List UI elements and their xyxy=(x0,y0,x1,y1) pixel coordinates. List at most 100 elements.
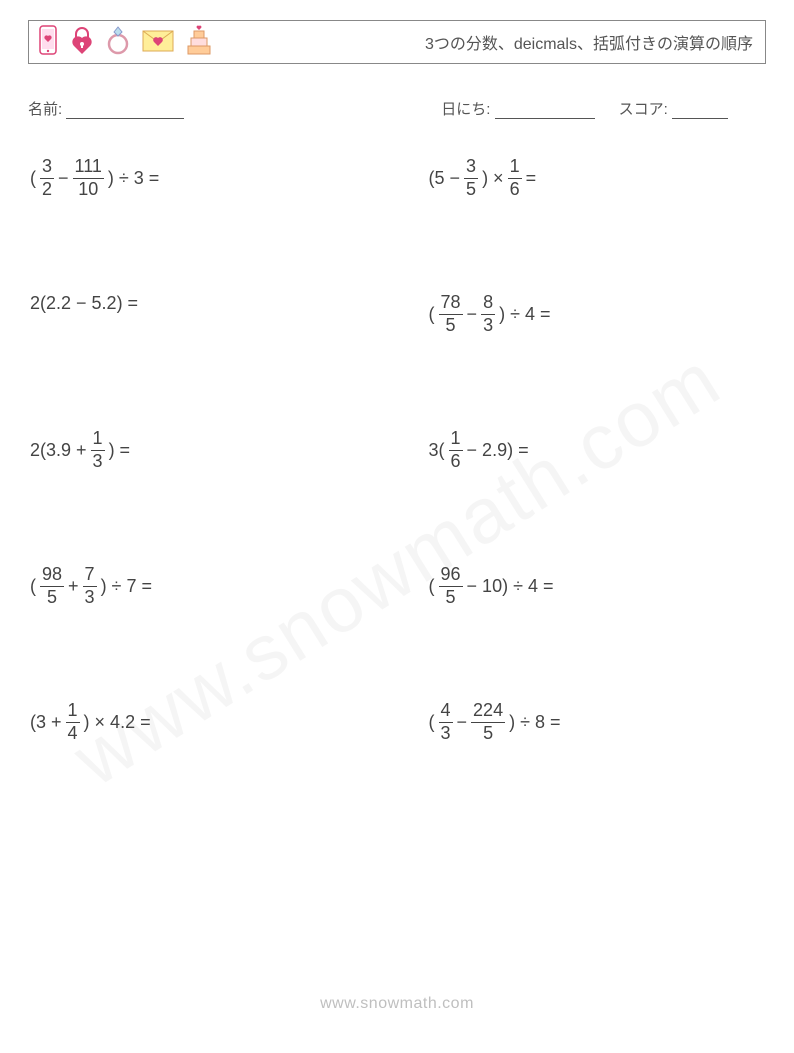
fraction: 43 xyxy=(439,701,453,744)
expr-text: − xyxy=(56,168,71,189)
date-blank[interactable] xyxy=(495,104,595,119)
problem-cell: 2(2.2 − 5.2) = xyxy=(28,293,427,314)
problem-cell: (985 + 73) ÷ 7 = xyxy=(28,565,427,608)
envelope-heart-icon xyxy=(141,24,175,61)
expression: 2(3.9 + 13) = xyxy=(28,429,132,472)
expr-text: 2(3.9 + xyxy=(28,440,89,461)
problem-cell: (965 − 10) ÷ 4 = xyxy=(427,565,766,608)
expr-text: ( xyxy=(28,168,38,189)
meta-row: 名前: 日にち: スコア: xyxy=(28,98,766,119)
fraction-denominator: 3 xyxy=(91,452,105,472)
expr-text: ) = xyxy=(107,440,133,461)
expr-text: ) × xyxy=(480,168,506,189)
header-icons xyxy=(37,24,213,61)
fraction: 14 xyxy=(66,701,80,744)
ring-icon xyxy=(105,24,131,61)
fraction-denominator: 2 xyxy=(40,180,54,200)
name-label: 名前: xyxy=(28,101,62,118)
fraction-denominator: 4 xyxy=(66,724,80,744)
fraction-numerator: 1 xyxy=(508,157,522,177)
fraction: 16 xyxy=(508,157,522,200)
name-field: 名前: xyxy=(28,98,441,119)
worksheet-title: 3つの分数、deicmals、括弧付きの演算の順序 xyxy=(213,30,757,54)
fraction-denominator: 5 xyxy=(444,588,458,608)
expression: (785 − 83) ÷ 4 = xyxy=(427,293,553,336)
problem-row: (985 + 73) ÷ 7 =(965 − 10) ÷ 4 = xyxy=(28,551,766,687)
fraction: 32 xyxy=(40,157,54,200)
fraction-denominator: 5 xyxy=(481,724,495,744)
fraction: 785 xyxy=(439,293,463,336)
header: 3つの分数、deicmals、括弧付きの演算の順序 xyxy=(28,20,766,64)
fraction: 73 xyxy=(83,565,97,608)
expr-text: = xyxy=(524,168,539,189)
date-field: 日にち: xyxy=(441,98,594,119)
problem-cell: (5 − 35) × 16 = xyxy=(427,157,766,200)
expr-text: ) ÷ 4 = xyxy=(497,304,552,325)
expr-text: − 2.9) = xyxy=(465,440,531,461)
fraction-denominator: 10 xyxy=(76,180,100,200)
expr-text: ) × 4.2 = xyxy=(82,712,153,733)
expr-text: + xyxy=(66,576,81,597)
problems-grid: (32 − 11110) ÷ 3 =(5 − 35) × 16 =2(2.2 −… xyxy=(28,143,766,823)
expression: (985 + 73) ÷ 7 = xyxy=(28,565,154,608)
problem-cell: 2(3.9 + 13) = xyxy=(28,429,427,472)
expr-text: (5 − xyxy=(427,168,463,189)
expr-text: 2(2.2 − 5.2) = xyxy=(28,293,140,314)
expr-text: − 10) ÷ 4 = xyxy=(465,576,556,597)
problem-row: 2(2.2 − 5.2) =(785 − 83) ÷ 4 = xyxy=(28,279,766,415)
fraction-numerator: 4 xyxy=(439,701,453,721)
fraction-numerator: 3 xyxy=(464,157,478,177)
expr-text: ( xyxy=(427,576,437,597)
problem-cell: 3(16 − 2.9) = xyxy=(427,429,766,472)
expr-text: ( xyxy=(427,712,437,733)
problem-cell: (43 − 2245) ÷ 8 = xyxy=(427,701,766,744)
problem-row: (32 − 11110) ÷ 3 =(5 − 35) × 16 = xyxy=(28,143,766,279)
date-label: 日にち: xyxy=(441,101,490,118)
expression: (965 − 10) ÷ 4 = xyxy=(427,565,556,608)
problem-row: (3 + 14) × 4.2 =(43 − 2245) ÷ 8 = xyxy=(28,687,766,823)
expr-text: ( xyxy=(427,304,437,325)
expression: (43 − 2245) ÷ 8 = xyxy=(427,701,563,744)
cake-heart-icon xyxy=(185,24,213,61)
fraction: 2245 xyxy=(471,701,505,744)
score-label: スコア: xyxy=(619,101,668,118)
fraction-numerator: 111 xyxy=(73,157,104,177)
fraction-denominator: 5 xyxy=(464,180,478,200)
expression: (5 − 35) × 16 = xyxy=(427,157,539,200)
fraction: 13 xyxy=(91,429,105,472)
fraction-numerator: 3 xyxy=(40,157,54,177)
fraction: 35 xyxy=(464,157,478,200)
expression: (3 + 14) × 4.2 = xyxy=(28,701,153,744)
fraction-numerator: 1 xyxy=(91,429,105,449)
score-blank[interactable] xyxy=(672,104,728,119)
fraction-denominator: 5 xyxy=(45,588,59,608)
fraction: 16 xyxy=(449,429,463,472)
expr-text: ( xyxy=(28,576,38,597)
fraction-numerator: 96 xyxy=(439,565,463,585)
problem-cell: (785 − 83) ÷ 4 = xyxy=(427,293,766,336)
problem-row: 2(3.9 + 13) =3(16 − 2.9) = xyxy=(28,415,766,551)
fraction: 965 xyxy=(439,565,463,608)
phone-heart-icon xyxy=(37,24,59,61)
expr-text: ) ÷ 3 = xyxy=(106,168,161,189)
expression: (32 − 11110) ÷ 3 = xyxy=(28,157,161,200)
expr-text: − xyxy=(455,712,470,733)
fraction: 83 xyxy=(481,293,495,336)
fraction-numerator: 1 xyxy=(66,701,80,721)
fraction-denominator: 5 xyxy=(444,316,458,336)
fraction-numerator: 1 xyxy=(449,429,463,449)
problem-cell: (3 + 14) × 4.2 = xyxy=(28,701,427,744)
name-blank[interactable] xyxy=(66,104,184,119)
lock-heart-icon xyxy=(69,24,95,61)
problem-cell: (32 − 11110) ÷ 3 = xyxy=(28,157,427,200)
expr-text: ) ÷ 7 = xyxy=(99,576,154,597)
fraction-numerator: 8 xyxy=(481,293,495,313)
fraction: 11110 xyxy=(73,157,104,200)
fraction: 985 xyxy=(40,565,64,608)
fraction-denominator: 3 xyxy=(83,588,97,608)
footer-url: www.snowmath.com xyxy=(0,995,794,1013)
fraction-numerator: 78 xyxy=(439,293,463,313)
fraction-denominator: 3 xyxy=(481,316,495,336)
expression: 2(2.2 − 5.2) = xyxy=(28,293,140,314)
expr-text: (3 + xyxy=(28,712,64,733)
